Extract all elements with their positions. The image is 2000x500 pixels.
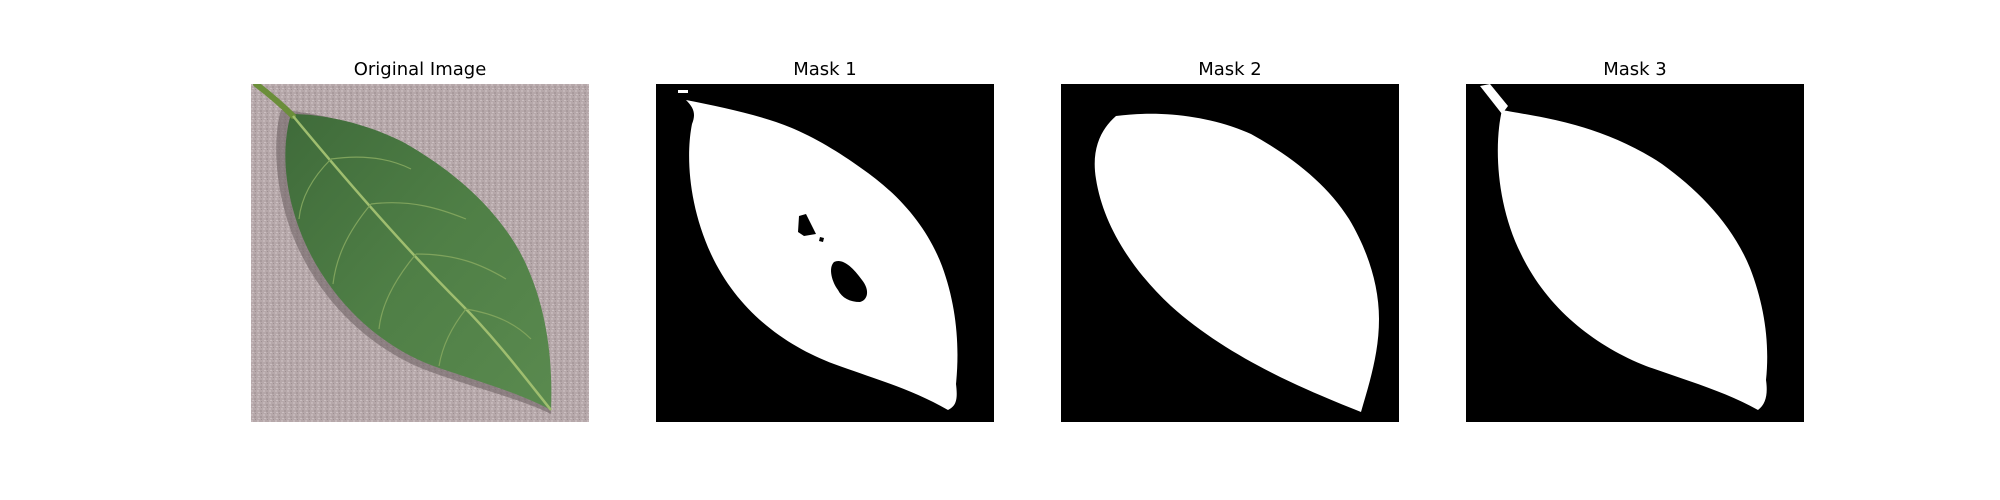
original-image-panel <box>251 84 589 422</box>
mask-1-stem-fragment <box>678 90 688 93</box>
leaf-side-veins <box>298 156 532 367</box>
mask-3-leaf-region <box>1497 110 1768 410</box>
mask-1-hole-large <box>831 260 868 302</box>
mask-2-panel <box>1061 84 1399 422</box>
mask-1-title: Mask 1 <box>793 59 857 80</box>
mask-2-image <box>1061 84 1399 422</box>
mask-1-panel <box>656 84 994 422</box>
leaf-photo <box>251 84 589 422</box>
mask-3-panel <box>1466 84 1804 422</box>
leaf-stem <box>253 84 296 119</box>
mask-3-title: Mask 3 <box>1603 59 1667 80</box>
original-image-title: Original Image <box>353 59 487 80</box>
leaf-blade <box>285 114 552 410</box>
mask-1-leaf-region <box>686 100 958 410</box>
mask-2-leaf-region <box>1094 113 1379 412</box>
mask-3-stem-region <box>1480 84 1508 114</box>
leaf-midrib <box>292 115 552 411</box>
mask-3-image <box>1466 84 1804 422</box>
mask-2-title: Mask 2 <box>1198 59 1262 80</box>
mask-1-image <box>656 84 994 422</box>
mask-1-hole-small <box>798 214 816 236</box>
mask-1-hole-dot <box>819 237 824 242</box>
